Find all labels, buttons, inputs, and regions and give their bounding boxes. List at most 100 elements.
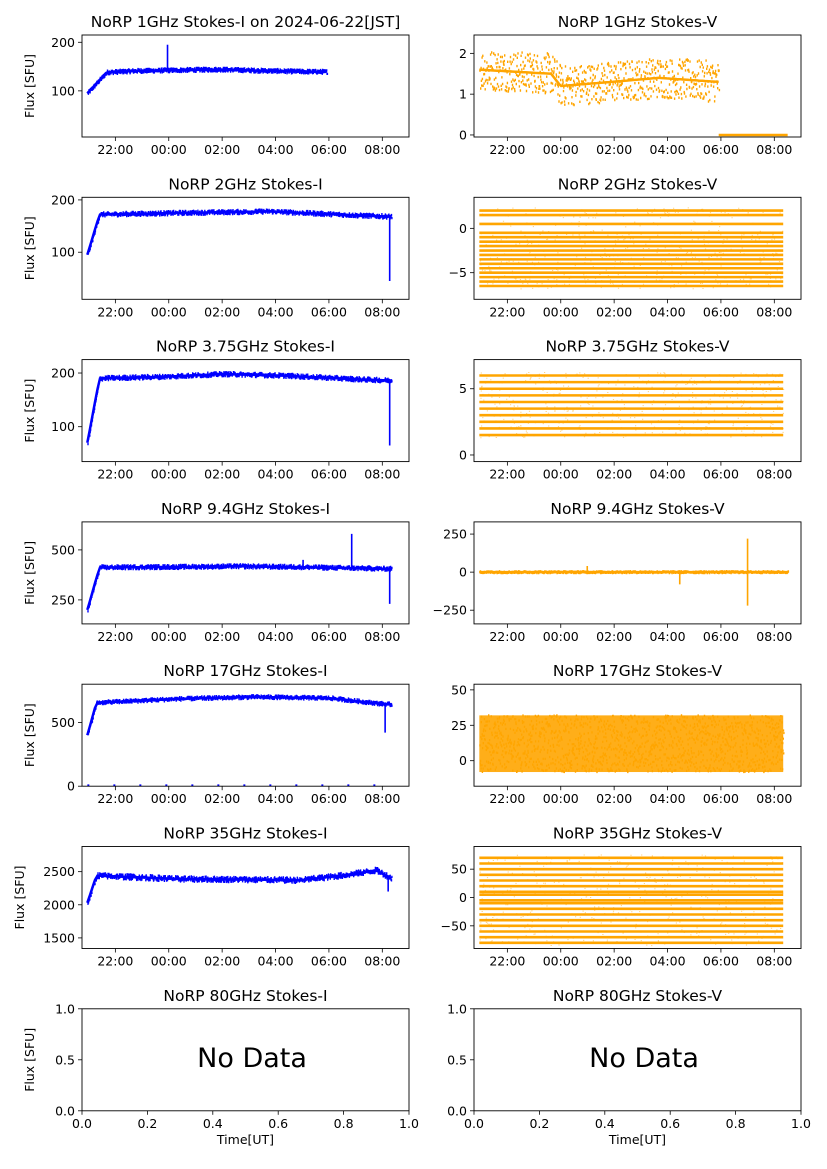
- y-axis-label: Flux [SFU]: [22, 54, 37, 118]
- x-tick-label: 22:00: [489, 304, 525, 319]
- y-tick-label: 0: [459, 127, 467, 142]
- y-tick-label: 2000: [43, 897, 75, 912]
- x-tick-label: 06:00: [311, 142, 347, 157]
- y-tick-label: 100: [51, 419, 75, 434]
- chart-title: NoRP 80GHz Stokes-V: [553, 987, 723, 1005]
- data-series: [86, 694, 393, 736]
- x-tick-label: 00:00: [151, 304, 187, 319]
- x-tick-label: 0.8: [334, 1116, 354, 1131]
- data-series: [86, 44, 329, 95]
- chart-title: NoRP 3.75GHz Stokes-V: [545, 338, 729, 356]
- x-tick-label: 06:00: [311, 304, 347, 319]
- chart-panel: NoRP 9.4GHz Stokes-I Flux [SFU] 22:00 00:00…: [22, 500, 410, 644]
- chart-panel: NoRP 17GHz Stokes-V 22:00 00:00 02:00 04:00 0…: [451, 662, 802, 806]
- y-tick-label: 0: [459, 447, 467, 462]
- data-points: [479, 854, 784, 947]
- data-trace: [479, 68, 719, 88]
- plot-area: [86, 694, 396, 787]
- y-tick-label: 5: [459, 381, 467, 396]
- x-axis-label: Time[UT]: [608, 1132, 666, 1147]
- y-tick-label: 0.0: [55, 1103, 75, 1118]
- y-tick-label: −50: [441, 918, 467, 933]
- x-tick-label: 00:00: [151, 954, 187, 969]
- y-tick-label: 250: [443, 527, 467, 542]
- chart-title: NoRP 35GHz Stokes-I: [163, 825, 327, 843]
- y-tick-label: −5: [449, 265, 467, 280]
- y-tick-label: 0: [459, 565, 467, 580]
- chart-title: NoRP 3.75GHz Stokes-I: [156, 338, 335, 356]
- plot-area: [479, 854, 784, 947]
- chart-title: NoRP 1GHz Stokes-I on 2024-06-22[JST]: [91, 13, 401, 31]
- x-tick-label: 02:00: [204, 467, 240, 482]
- data-trace: [86, 372, 392, 444]
- x-tick-label: 04:00: [258, 629, 294, 644]
- chart-panel: NoRP 9.4GHz Stokes-V 22:00 00:00 02:00 04:00…: [433, 500, 802, 644]
- x-tick-label: 0.0: [464, 1116, 484, 1131]
- x-tick-label: 02:00: [596, 467, 632, 482]
- y-tick-label: 0: [459, 221, 467, 236]
- chart-panel: NoRP 35GHz Stokes-I Flux [SFU] 22:00 00:00 0…: [12, 825, 410, 969]
- axes-frame: [473, 196, 802, 300]
- axes-frame: [81, 34, 410, 138]
- axes-frame: [81, 683, 410, 787]
- y-tick-label: 200: [51, 366, 75, 381]
- chart-title: NoRP 17GHz Stokes-V: [553, 662, 723, 680]
- chart-title: NoRP 17GHz Stokes-I: [163, 662, 327, 680]
- x-tick-label: 02:00: [204, 142, 240, 157]
- x-tick-label: 1.0: [399, 1116, 419, 1131]
- x-tick-label: 08:00: [364, 142, 400, 157]
- plot-area: [86, 533, 393, 613]
- y-tick-label: 50: [451, 682, 467, 697]
- x-tick-label: 08:00: [756, 467, 792, 482]
- chart-panel: NoRP 80GHz Stokes-V 0.0 0.2 0.4 0.6 0.8 1.0 0.0…: [447, 987, 811, 1147]
- plot-area: [479, 51, 788, 137]
- x-tick-label: 02:00: [204, 304, 240, 319]
- y-tick-label: 0: [459, 890, 467, 905]
- x-tick-label: 22:00: [489, 142, 525, 157]
- chart-title: NoRP 1GHz Stokes-V: [558, 13, 718, 31]
- y-tick-label: 0: [459, 753, 467, 768]
- x-tick-label: 04:00: [258, 467, 294, 482]
- x-tick-label: 0.6: [268, 1116, 288, 1131]
- data-points: [87, 371, 393, 446]
- x-tick-label: 0.4: [595, 1116, 615, 1131]
- x-tick-label: 0.0: [72, 1116, 92, 1131]
- chart-panel: NoRP 35GHz Stokes-V 22:00 00:00 02:00 04:00 0…: [441, 825, 802, 969]
- x-tick-label: 06:00: [703, 142, 739, 157]
- x-tick-label: 04:00: [258, 954, 294, 969]
- x-tick-label: 02:00: [204, 629, 240, 644]
- axes-frame: [473, 1008, 802, 1112]
- chart-panel: NoRP 2GHz Stokes-I Flux [SFU] 22:00 00:00 02…: [22, 175, 410, 319]
- x-tick-label: 02:00: [204, 791, 240, 806]
- data-series: [479, 854, 784, 947]
- x-tick-label: 08:00: [756, 629, 792, 644]
- y-axis-label: Flux [SFU]: [22, 379, 37, 443]
- y-tick-label: 200: [51, 192, 75, 207]
- chart-title: NoRP 9.4GHz Stokes-V: [550, 500, 725, 518]
- x-tick-label: 00:00: [151, 467, 187, 482]
- chart-panel: NoRP 3.75GHz Stokes-V 22:00 00:00 02:00 04:0…: [459, 338, 802, 482]
- x-axis-label: Time[UT]: [216, 1132, 274, 1147]
- x-tick-label: 06:00: [311, 467, 347, 482]
- data-points: [87, 208, 393, 255]
- y-tick-label: 100: [51, 245, 75, 260]
- x-tick-label: 00:00: [151, 791, 187, 806]
- data-series: [479, 714, 785, 774]
- data-trace: [86, 210, 392, 256]
- y-tick-label: 0: [67, 779, 75, 794]
- plot-area: [86, 208, 393, 281]
- x-tick-label: 08:00: [364, 954, 400, 969]
- x-tick-label: 04:00: [650, 791, 686, 806]
- y-tick-label: 1: [459, 87, 467, 102]
- chart-title: NoRP 2GHz Stokes-I: [168, 175, 322, 193]
- x-tick-label: 04:00: [650, 142, 686, 157]
- x-tick-label: 04:00: [650, 467, 686, 482]
- x-tick-label: 06:00: [703, 304, 739, 319]
- y-axis-label: Flux [SFU]: [22, 541, 37, 605]
- x-tick-label: 0.2: [137, 1116, 157, 1131]
- plot-area: [479, 714, 785, 774]
- axes-frame: [81, 846, 410, 949]
- y-tick-label: 25: [451, 718, 467, 733]
- x-tick-label: 02:00: [596, 142, 632, 157]
- chart-title: NoRP 35GHz Stokes-V: [553, 825, 723, 843]
